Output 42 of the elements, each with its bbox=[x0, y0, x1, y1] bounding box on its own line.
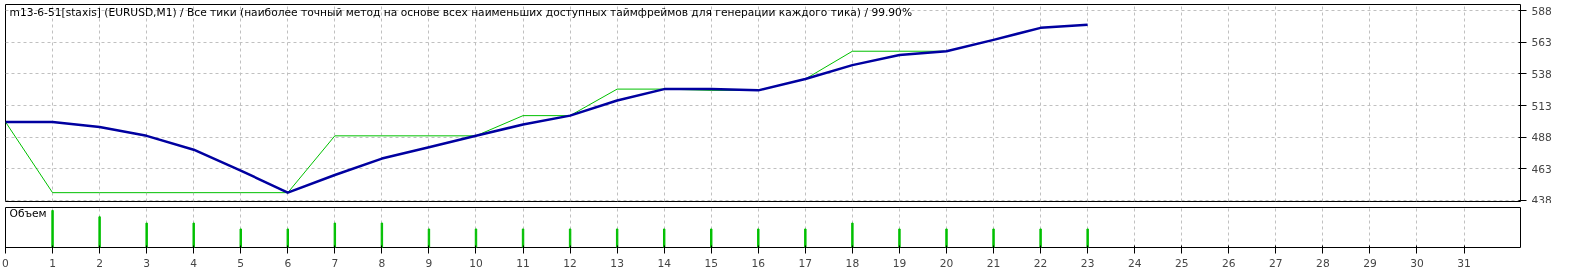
y-tick-label: 588 bbox=[1531, 4, 1553, 18]
x-tick-label: 0 bbox=[2, 256, 10, 269]
x-tick-label: 21 bbox=[986, 256, 1001, 269]
x-tick-label: 1 bbox=[49, 256, 56, 269]
x-tick-label: 5 bbox=[237, 256, 245, 269]
x-tick-label: 16 bbox=[751, 256, 766, 269]
x-tick-label: 7 bbox=[331, 256, 339, 269]
chart-title: Объем bbox=[9, 206, 47, 220]
x-tick-label: 8 bbox=[378, 256, 386, 269]
x-tick-label: 31 bbox=[1457, 256, 1471, 269]
y-tick-label: 488 bbox=[1531, 131, 1553, 145]
x-tick-label: 22 bbox=[1033, 256, 1048, 269]
y-tick-label: 563 bbox=[1531, 36, 1552, 50]
x-tick-label: 2 bbox=[96, 256, 103, 269]
x-tick-label: 23 bbox=[1080, 256, 1095, 269]
x-tick-label: 15 bbox=[704, 256, 719, 269]
x-tick-label: 3 bbox=[143, 256, 151, 269]
y-tick-label: 513 bbox=[1531, 99, 1552, 113]
x-tick-label: 24 bbox=[1127, 256, 1142, 269]
x-tick-label: 12 bbox=[563, 256, 577, 269]
x-tick-label: 13 bbox=[610, 256, 624, 269]
x-tick-label: 19 bbox=[892, 256, 907, 269]
x-tick-label: 6 bbox=[284, 256, 292, 269]
y-tick-label: 438 bbox=[1531, 193, 1553, 207]
x-tick-label: 18 bbox=[845, 256, 860, 269]
x-tick-label: 29 bbox=[1363, 256, 1377, 269]
x-tick-label: 27 bbox=[1269, 256, 1283, 269]
x-tick-label: 25 bbox=[1174, 256, 1189, 269]
chart-title: m13-6-51[staxis] (EURUSD,M1) / Все тики (наиболее точный метод на основе всех наименьших доступных таймфреймов для генерации каждого тика) / 99.90% bbox=[9, 5, 913, 19]
x-tick-label: 17 bbox=[798, 256, 813, 269]
y-tick-label: 463 bbox=[1531, 162, 1552, 176]
x-tick-label: 14 bbox=[657, 256, 672, 269]
x-tick-label: 10 bbox=[469, 256, 483, 269]
x-tick-label: 30 bbox=[1410, 256, 1424, 269]
x-tick-label: 26 bbox=[1222, 256, 1236, 269]
x-tick-label: 4 bbox=[190, 256, 198, 269]
line-series bbox=[5, 23, 1089, 194]
y-tick-label: 538 bbox=[1531, 67, 1553, 81]
x-tick-label: 11 bbox=[516, 256, 530, 269]
x-tick-label: 28 bbox=[1316, 256, 1330, 269]
x-tick-label: 20 bbox=[939, 256, 954, 269]
x-tick-label: 9 bbox=[425, 256, 433, 269]
